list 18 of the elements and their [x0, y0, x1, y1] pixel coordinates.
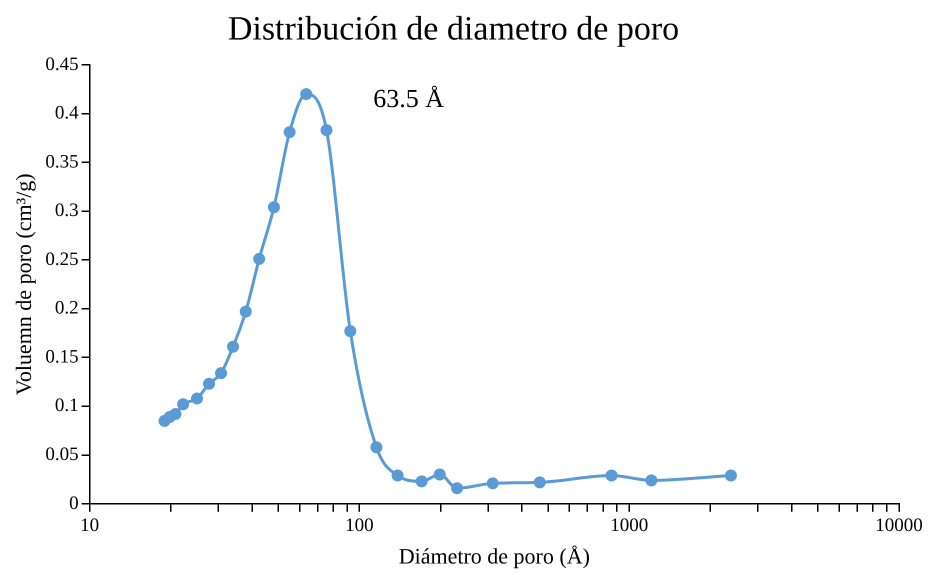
y-tick-label: 0.3 — [54, 200, 79, 222]
chart-title: Distribución de diametro de poro — [228, 10, 680, 48]
y-axis-title: Voluemn de poro (cm³/g) — [10, 173, 36, 396]
y-tick-label: 0.1 — [54, 395, 79, 416]
x-tick-label: 10000 — [875, 515, 923, 536]
y-tick-label: 0.35 — [45, 151, 79, 172]
y-tick-label: 0.4 — [54, 102, 80, 124]
x-tick-label: 10 — [80, 515, 100, 536]
annotation: 63.5 Å — [373, 84, 444, 113]
y-tick-label: 0.2 — [54, 298, 79, 319]
y-tick-label: 0 — [69, 492, 79, 514]
x-tick-label: 100 — [345, 515, 374, 536]
y-tick-label: 0.05 — [45, 444, 79, 466]
y-tick-label: 0.25 — [45, 248, 79, 270]
y-tick-label: 0.15 — [45, 346, 79, 368]
x-tick-label: 1000 — [610, 515, 648, 536]
y-tick-label: 0.45 — [45, 54, 79, 75]
x-axis-title: Diámetro de poro (Å) — [398, 544, 590, 569]
